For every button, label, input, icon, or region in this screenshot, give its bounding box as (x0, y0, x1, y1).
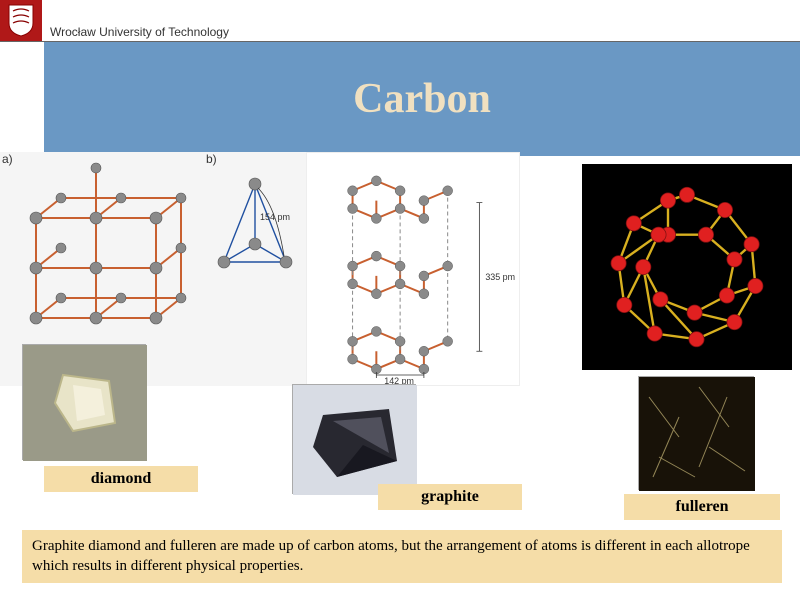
graphite-layers-diagram: 335 pm 142 pm (306, 152, 520, 386)
fulleren-icon (592, 172, 782, 362)
shield-icon (7, 3, 35, 37)
university-logo (0, 0, 42, 41)
fulleren-model (582, 164, 792, 370)
body-text: Graphite diamond and fulleren are made u… (22, 530, 782, 583)
fulleren-photo (638, 376, 754, 490)
caption-fulleren: fulleren (624, 494, 780, 520)
page-title: Carbon (353, 75, 491, 123)
graphite-photo (292, 384, 416, 494)
title-banner: Carbon (44, 42, 800, 156)
bond-length-label: 154 pm (260, 212, 290, 222)
layer-spacing-label: 335 pm (485, 272, 515, 282)
tetrahedron-diagram: 154 pm (210, 166, 300, 316)
diamond-lattice-diagram (6, 158, 196, 336)
university-name: Wrocław University of Technology (50, 25, 229, 39)
diamond-photo (22, 344, 146, 460)
diagram-label-b: b) (206, 152, 217, 166)
header: Wrocław University of Technology (0, 0, 800, 42)
caption-graphite: graphite (378, 484, 522, 510)
caption-diamond: diamond (44, 466, 198, 492)
